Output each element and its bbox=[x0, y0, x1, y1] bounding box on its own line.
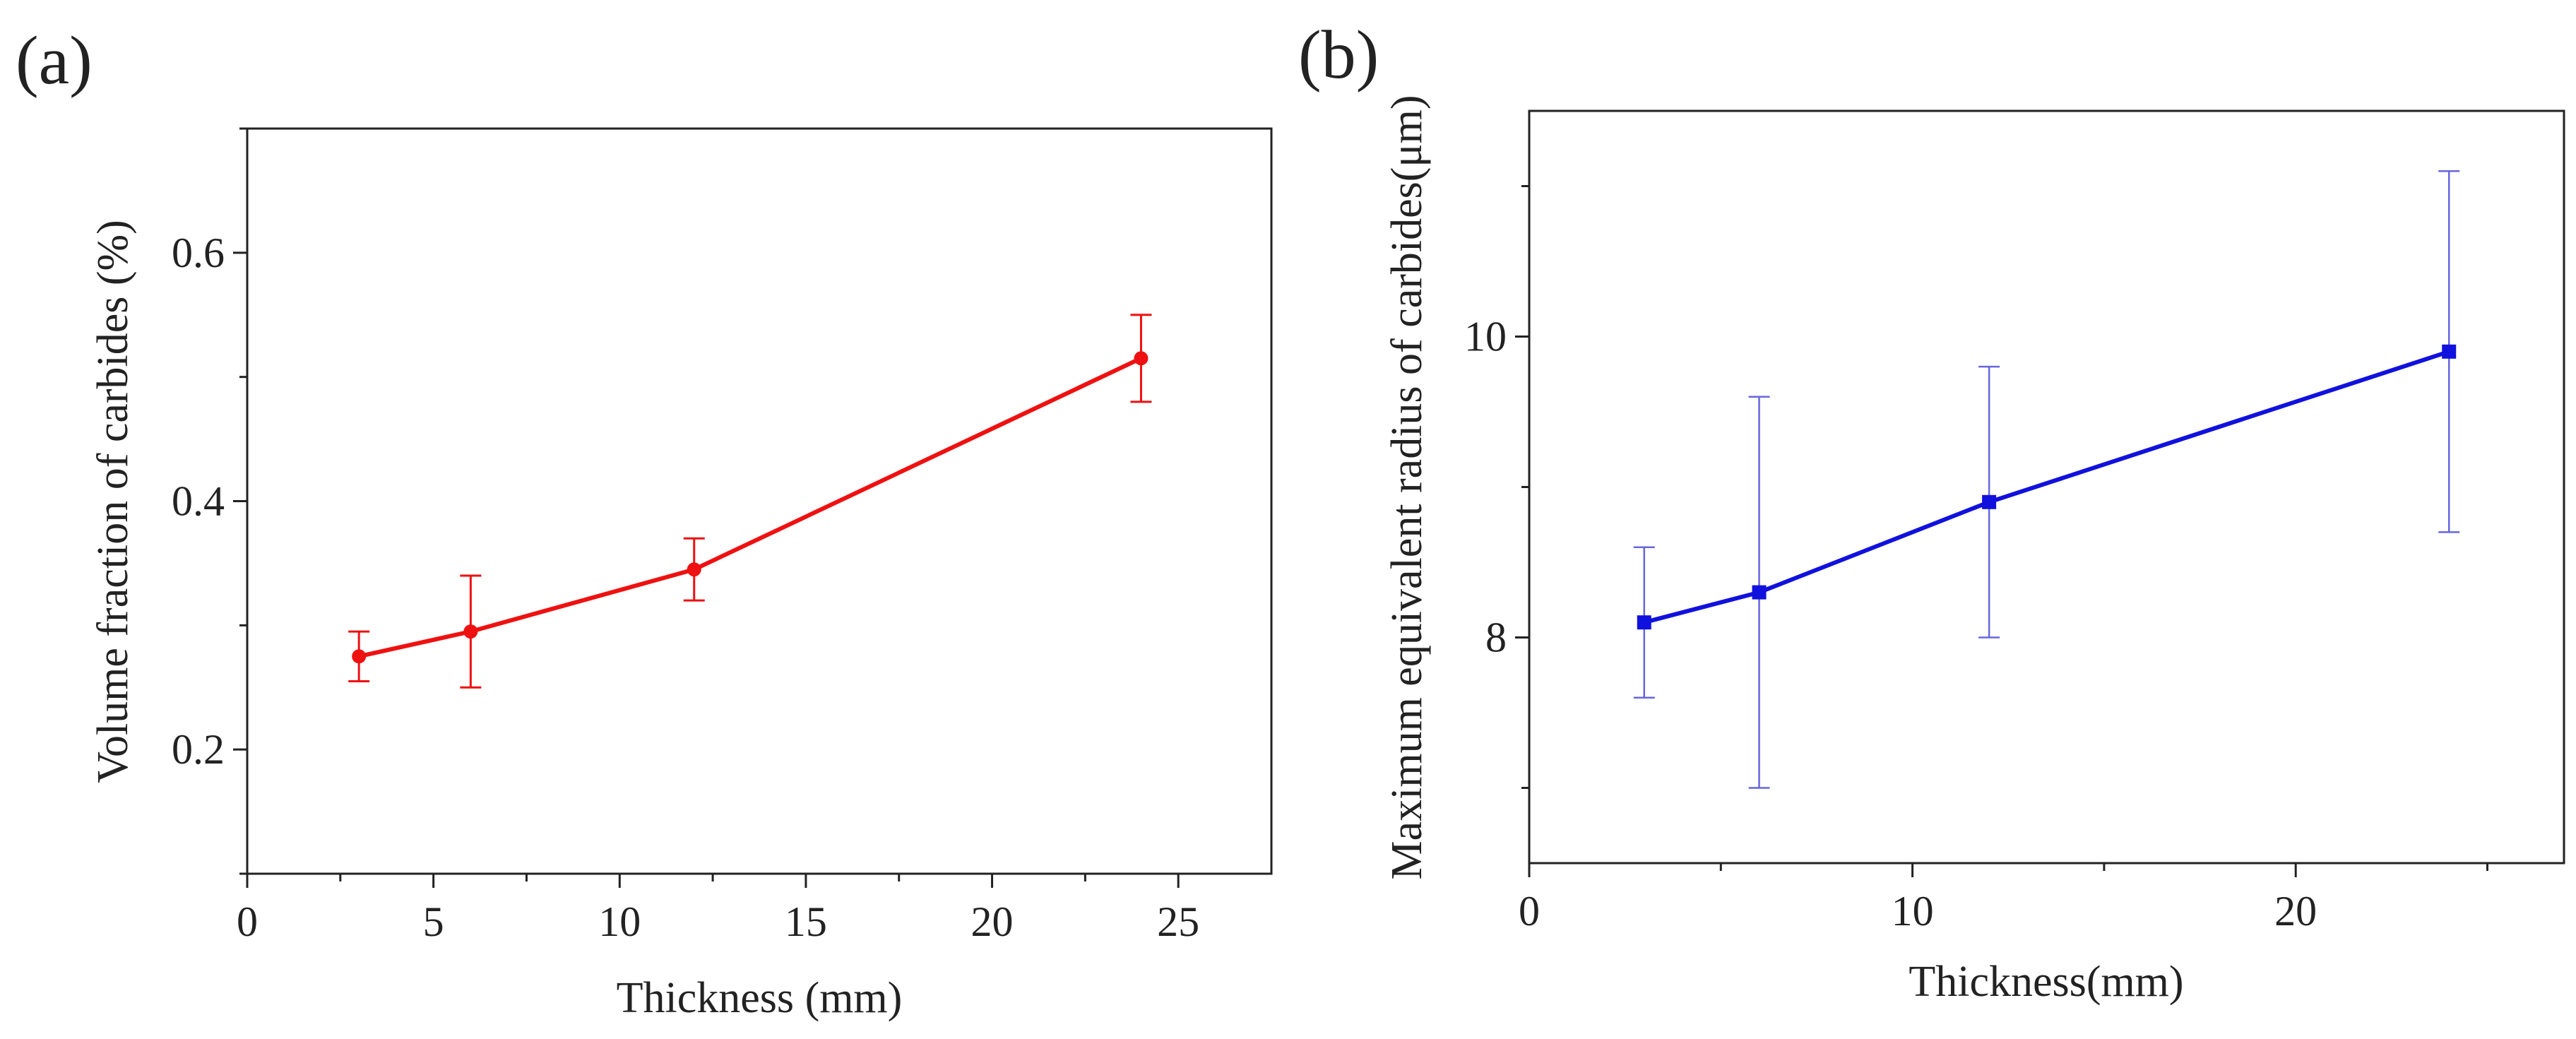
series-lines-b bbox=[1644, 349, 2450, 625]
chart-panel-b: (b) 0 10 20 8 10 Thickness(mm) Maximum equi… bbox=[1298, 17, 2565, 1006]
x-axis-title-a: Thickness (mm) bbox=[617, 974, 903, 1022]
x-tick-label: 20 bbox=[2274, 888, 2317, 934]
plot-frame-a bbox=[246, 127, 1273, 875]
x-tick-label: 0 bbox=[1519, 888, 1540, 934]
data-point bbox=[1134, 351, 1148, 366]
series-lines-a bbox=[358, 356, 1142, 659]
y-tick-label: 0.4 bbox=[172, 478, 225, 525]
plot-frame-b bbox=[1528, 109, 2565, 865]
chart-panel-a: (a) 0 5 10 15 20 25 0.20.40.6 Thickness (mm) … bbox=[16, 23, 1273, 1022]
x-tick-label: 20 bbox=[971, 898, 1014, 945]
axis-ticks-b bbox=[1515, 185, 2488, 877]
y-axis-title-b: Maximum equivalent radius of carbides(μm… bbox=[1383, 95, 1431, 879]
x-tick-label: 10 bbox=[598, 898, 641, 945]
series-line bbox=[1644, 349, 2450, 625]
x-tick-labels-a: 0 5 10 15 20 25 bbox=[237, 898, 1199, 945]
data-markers-a bbox=[352, 351, 1148, 664]
data-point bbox=[1637, 615, 1651, 630]
x-tick-label: 10 bbox=[1892, 888, 1934, 934]
y-tick-label: 0.2 bbox=[172, 726, 225, 773]
x-tick-label: 25 bbox=[1157, 898, 1199, 945]
data-point bbox=[687, 562, 701, 577]
y-tick-label: 10 bbox=[1464, 314, 1507, 360]
data-point bbox=[1752, 585, 1767, 600]
axis-ticks-a bbox=[233, 127, 1180, 888]
y-tick-label: 8 bbox=[1485, 615, 1507, 661]
series-line bbox=[358, 356, 1142, 659]
y-tick-labels-a: 0.2 0.4 0.6 bbox=[172, 230, 225, 773]
data-point bbox=[463, 624, 478, 639]
x-tick-label: 15 bbox=[785, 898, 827, 945]
data-point bbox=[2442, 344, 2457, 359]
data-markers-b bbox=[1637, 344, 2457, 630]
x-tick-labels-b: 0 10 20 bbox=[1519, 888, 2317, 934]
x-tick-label: 0 bbox=[237, 898, 258, 945]
y-axis-title-a: Volume fraction of carbides (%) bbox=[89, 220, 137, 783]
x-axis-title-b: Thickness(mm) bbox=[1909, 958, 2183, 1006]
y-tick-label: 0.6 bbox=[172, 230, 225, 276]
error-bars-b bbox=[1633, 170, 2460, 789]
panel-label-a: (a) bbox=[16, 23, 93, 99]
data-point bbox=[1982, 494, 1997, 509]
y-tick-labels-b: 8 10 bbox=[1464, 314, 1507, 661]
panel-label-b: (b) bbox=[1298, 17, 1379, 93]
data-point bbox=[352, 649, 367, 664]
x-tick-label: 5 bbox=[423, 898, 444, 945]
